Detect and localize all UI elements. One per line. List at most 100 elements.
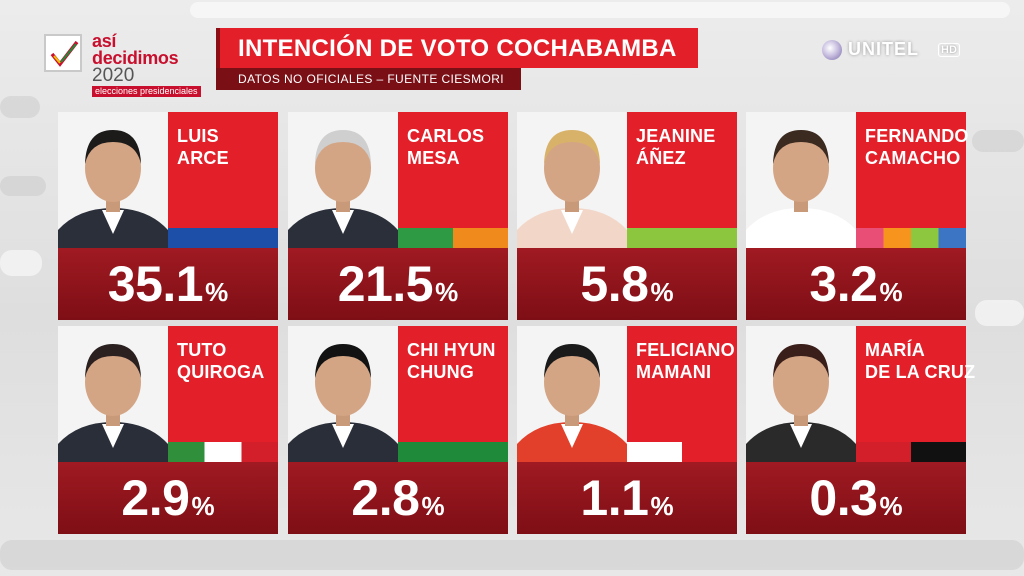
candidate-last-name: CHUNG (407, 362, 474, 382)
person-portrait-icon (288, 326, 398, 462)
party-color-stripe (168, 228, 278, 248)
vote-percentage-value: 3.2 (809, 256, 878, 312)
person-portrait-icon (746, 326, 856, 462)
vote-percentage-box: 1.1% (517, 462, 737, 534)
percent-symbol: % (435, 277, 459, 307)
person-portrait-icon (746, 112, 856, 248)
percent-symbol: % (650, 491, 674, 521)
party-color-stripe (398, 228, 508, 248)
candidate-photo (517, 326, 627, 462)
candidate-name-box: JEANINE ÁÑEZ (627, 112, 737, 228)
channel-name: UNITEL (848, 39, 919, 59)
person-portrait-icon (58, 112, 168, 248)
percent-symbol: % (205, 277, 229, 307)
vote-percentage-box: 0.3% (746, 462, 966, 534)
percent-symbol: % (650, 277, 674, 307)
candidate-name-box: FERNANDO CAMACHO (856, 112, 969, 228)
candidate-photo (517, 112, 627, 248)
candidate-last-name: ARCE (177, 148, 229, 168)
page-title: INTENCIÓN DE VOTO COCHABAMBA (238, 35, 677, 62)
person-portrait-icon (517, 112, 627, 248)
candidate-first-name: CARLOS (407, 126, 485, 146)
party-color-stripe (168, 442, 278, 462)
candidate-name-box: TUTO QUIROGA (168, 326, 278, 442)
candidate-first-name: CHI HYUN (407, 340, 496, 360)
candidate-first-name: FELICIANO (636, 340, 735, 360)
candidate-name-box: MARÍA DE LA CRUZ (856, 326, 975, 442)
party-color-stripe (856, 442, 966, 462)
candidate-last-name: DE LA CRUZ (865, 362, 976, 382)
candidate-card-2: JEANINE ÁÑEZ 5.8% (517, 112, 737, 320)
candidate-card-1: CARLOS MESA 21.5% (288, 112, 508, 320)
candidate-photo (746, 112, 856, 248)
vote-percentage-box: 2.8% (288, 462, 508, 534)
vote-percentage-box: 5.8% (517, 248, 737, 320)
candidate-name-box: FELICIANO MAMANI (627, 326, 737, 442)
person-portrait-icon (517, 326, 627, 462)
page-subtitle: DATOS NO OFICIALES – FUENTE CIESMORI (238, 72, 504, 86)
logo-year: 2020 (92, 65, 135, 86)
candidate-photo (746, 326, 856, 462)
logo-tagline: elecciones presidenciales (92, 86, 201, 97)
candidate-card-0: LUIS ARCE 35.1% (58, 112, 278, 320)
candidate-first-name: LUIS (177, 126, 219, 146)
channel-globe-icon (822, 40, 842, 60)
background-pill (972, 130, 1024, 152)
election-logo: así decidimos 2020 elecciones presidenci… (40, 22, 210, 97)
background-pill (975, 300, 1024, 326)
candidate-first-name: MARÍA (865, 340, 925, 360)
check-icon (44, 34, 82, 72)
vote-percentage-box: 21.5% (288, 248, 508, 320)
vote-percentage-value: 35.1 (107, 256, 204, 312)
person-portrait-icon (58, 326, 168, 462)
vote-percentage-box: 2.9% (58, 462, 278, 534)
candidate-card-6: FELICIANO MAMANI 1.1% (517, 326, 737, 534)
party-color-stripe (398, 442, 508, 462)
vote-percentage-value: 21.5 (337, 256, 434, 312)
candidate-first-name: TUTO (177, 340, 227, 360)
candidate-card-4: TUTO QUIROGA 2.9% (58, 326, 278, 534)
candidate-name-box: CHI HYUN CHUNG (398, 326, 508, 442)
background-pill (0, 540, 1024, 570)
candidate-last-name: MESA (407, 148, 460, 168)
percent-symbol: % (879, 277, 903, 307)
logo-line-1: así (92, 31, 117, 51)
candidate-card-3: FERNANDO CAMACHO 3.2% (746, 112, 969, 320)
vote-percentage-value: 0.3 (809, 470, 878, 526)
vote-percentage-value: 2.9 (121, 470, 190, 526)
background-pill (0, 176, 46, 196)
party-color-stripe (627, 442, 737, 462)
candidate-last-name: ÁÑEZ (636, 148, 686, 168)
candidate-photo (288, 326, 398, 462)
person-portrait-icon (288, 112, 398, 248)
background-pill (0, 250, 42, 276)
candidate-first-name: JEANINE (636, 126, 716, 146)
candidate-name-box: LUIS ARCE (168, 112, 278, 228)
party-color-stripe (627, 228, 737, 248)
candidate-last-name: QUIROGA (177, 362, 265, 382)
vote-percentage-value: 2.8 (351, 470, 420, 526)
background-pill (0, 96, 40, 118)
percent-symbol: % (421, 491, 445, 521)
vote-percentage-value: 5.8 (580, 256, 649, 312)
candidate-card-5: CHI HYUN CHUNG 2.8% (288, 326, 508, 534)
hd-badge: HD (938, 43, 960, 57)
title-banner: INTENCIÓN DE VOTO COCHABAMBA (216, 28, 698, 68)
percent-symbol: % (879, 491, 903, 521)
percent-symbol: % (191, 491, 215, 521)
vote-percentage-box: 35.1% (58, 248, 278, 320)
vote-percentage-value: 1.1 (580, 470, 649, 526)
candidate-photo (58, 326, 168, 462)
logo-line-2: decidimos (92, 48, 179, 68)
candidate-card-7: MARÍA DE LA CRUZ 0.3% (746, 326, 975, 534)
party-color-stripe (856, 228, 966, 248)
candidate-photo (288, 112, 398, 248)
subtitle-banner: DATOS NO OFICIALES – FUENTE CIESMORI (216, 68, 521, 90)
candidate-last-name: MAMANI (636, 362, 712, 382)
candidate-name-box: CARLOS MESA (398, 112, 508, 228)
background-pill (190, 2, 1010, 18)
candidate-photo (58, 112, 168, 248)
vote-percentage-box: 3.2% (746, 248, 966, 320)
candidate-first-name: FERNANDO (865, 126, 969, 146)
candidate-last-name: CAMACHO (865, 148, 961, 168)
